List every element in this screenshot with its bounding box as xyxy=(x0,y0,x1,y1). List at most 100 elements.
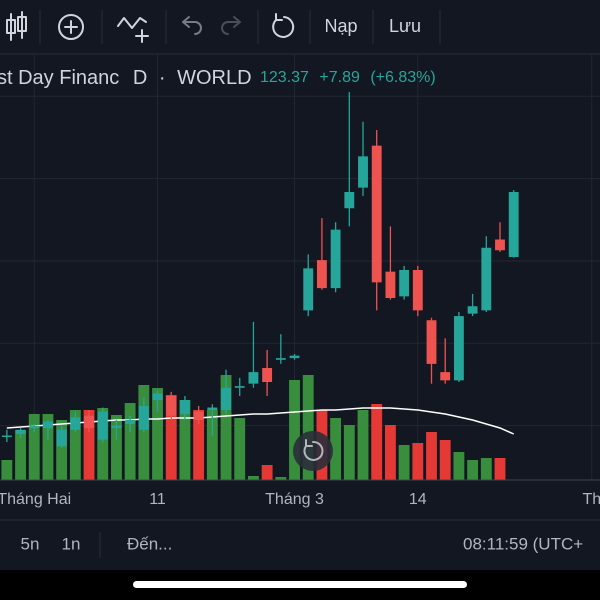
volume-bar xyxy=(138,385,150,480)
replay-button[interactable] xyxy=(293,431,333,471)
volume-bar xyxy=(371,404,383,480)
volume-bar xyxy=(220,375,232,480)
candle-body xyxy=(70,417,81,430)
legend-values: 123.37 +7.89 (+6.83%) xyxy=(260,69,436,86)
candle-body xyxy=(166,396,177,416)
volume-bar xyxy=(165,395,177,480)
indicator-icon[interactable] xyxy=(117,17,149,43)
candle-body xyxy=(207,407,218,410)
candle-icon[interactable] xyxy=(6,11,27,41)
candle-body xyxy=(56,429,67,447)
volume-bar xyxy=(111,415,122,480)
range-button[interactable]: 1n xyxy=(62,534,81,553)
volume-bar xyxy=(439,440,451,480)
volume-bar xyxy=(97,408,109,480)
undo-icon[interactable] xyxy=(182,16,202,35)
candle-body xyxy=(193,411,204,420)
exchange: WORLD xyxy=(177,67,251,89)
x-tick-label: Tháng 3 xyxy=(265,491,324,508)
volume-bar xyxy=(1,460,13,480)
volume-bar xyxy=(42,414,54,480)
volume-bar xyxy=(343,425,355,480)
reset-icon[interactable] xyxy=(272,13,295,38)
range-button[interactable]: 5n xyxy=(21,534,40,553)
volume-bar xyxy=(467,460,479,480)
volume-bar xyxy=(330,418,342,480)
x-tick-label: Th xyxy=(582,491,600,508)
candle-body xyxy=(303,268,314,311)
candle-body xyxy=(495,239,505,251)
last-price: 123.37 xyxy=(260,69,309,86)
volume-bar xyxy=(69,410,81,480)
candle-body xyxy=(399,270,410,297)
legend: st Day Financ D · WORLD xyxy=(0,67,252,89)
candle-body xyxy=(508,192,519,257)
x-tick-label: Tháng Hai xyxy=(0,491,71,508)
volume-bar xyxy=(398,445,410,480)
volume-bar xyxy=(15,430,26,480)
candle-body xyxy=(234,386,245,388)
x-tick-label: 14 xyxy=(409,491,427,508)
candle-body xyxy=(467,306,478,314)
volume xyxy=(1,375,514,480)
toolbar xyxy=(0,0,600,54)
candle-body xyxy=(481,247,492,311)
volume-bar xyxy=(56,420,68,480)
volume-bar xyxy=(124,403,136,480)
candle-body xyxy=(371,145,382,283)
candle-body xyxy=(125,419,136,424)
separator-dot: · xyxy=(159,67,166,89)
candle-body xyxy=(344,192,355,209)
candle-body xyxy=(111,425,122,429)
candle-body xyxy=(221,387,231,410)
candle-body xyxy=(84,415,94,429)
volume-bar xyxy=(289,380,300,480)
volume-bar xyxy=(28,414,40,480)
volume-bar xyxy=(357,410,369,480)
candle-body xyxy=(262,368,273,382)
candle-body xyxy=(330,229,341,289)
change: +7.89 xyxy=(319,69,360,86)
candle-body xyxy=(412,270,423,311)
candle-body xyxy=(43,421,53,429)
interval: D xyxy=(133,67,147,89)
add-icon[interactable] xyxy=(58,14,84,40)
volume-bar xyxy=(193,410,205,480)
volume-bar xyxy=(179,400,191,480)
volume-bar xyxy=(261,465,273,480)
candle-body xyxy=(358,156,368,188)
home-indicator[interactable] xyxy=(133,581,467,588)
redo-icon[interactable] xyxy=(221,16,241,35)
symbol: st Day Financ xyxy=(0,67,119,89)
volume-bar xyxy=(412,443,424,480)
volume-bar xyxy=(384,425,396,480)
candle-body xyxy=(180,400,190,415)
goto-button[interactable]: Đến... xyxy=(127,534,172,553)
candle-body xyxy=(152,393,163,401)
candle-body xyxy=(15,429,26,434)
candle-body xyxy=(385,271,396,298)
candles xyxy=(1,92,519,448)
candle-body xyxy=(1,435,12,438)
candle-body xyxy=(248,372,259,384)
candle-body xyxy=(289,355,300,359)
change-percent: (+6.83%) xyxy=(370,69,435,86)
candle-body xyxy=(316,260,327,289)
volume-bar xyxy=(152,388,163,480)
volume-bar xyxy=(302,375,314,480)
volume-bar xyxy=(83,410,95,480)
volume-bar xyxy=(494,458,506,480)
candle-body xyxy=(453,316,464,381)
candle-body xyxy=(440,372,451,381)
volume-bar xyxy=(234,418,246,480)
clock: 08:11:59 (UTC+ xyxy=(463,534,583,553)
volume-bar xyxy=(426,432,437,480)
candle-body xyxy=(426,320,437,364)
save-button[interactable]: Lưu xyxy=(389,16,421,36)
volume-bar xyxy=(480,458,492,480)
candle-body xyxy=(29,425,40,429)
candle-body xyxy=(138,405,149,430)
load-button[interactable]: Nạp xyxy=(324,16,357,36)
